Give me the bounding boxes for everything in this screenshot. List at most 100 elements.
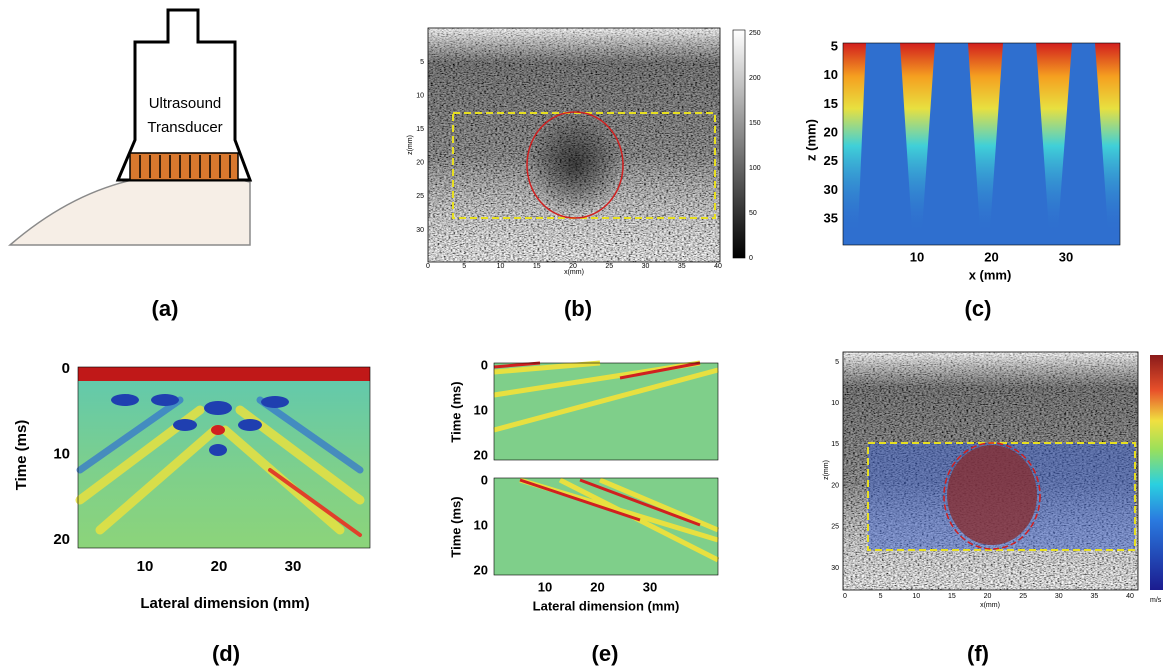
frame [493, 362, 719, 461]
y-tick-label: 0 [481, 472, 488, 487]
focus [211, 425, 225, 435]
y-tick-label: 20 [474, 447, 488, 462]
y-tick-label: 20 [831, 482, 839, 489]
colorbar-tick-label: 50 [749, 210, 757, 217]
y-tick-label: 20 [474, 562, 488, 577]
x-tick-label: 30 [1055, 593, 1063, 600]
caption: (e) [592, 641, 619, 666]
y-tick-label: 20 [53, 531, 70, 548]
x-tick-label: 10 [538, 579, 552, 594]
push-band [78, 367, 370, 381]
y-tick-label: 25 [831, 524, 839, 531]
x-label: x (mm) [969, 267, 1012, 282]
caption: (c) [965, 296, 992, 321]
x-tick-label: 20 [984, 593, 992, 600]
x-tick-label: 10 [137, 558, 154, 575]
panel-d: Lateral dimension (mm) Time (ms) (d) [13, 366, 371, 666]
stiff-region [947, 445, 1037, 545]
y-tick-label: 10 [474, 402, 488, 417]
frame [842, 351, 1139, 591]
y-label: Time (ms) [13, 420, 30, 491]
caption: (b) [564, 296, 592, 321]
blobs [111, 394, 289, 456]
x-tick-label: 35 [1090, 593, 1098, 600]
colorbar-tick-label: 250 [749, 30, 761, 37]
y-tick-label: 20 [416, 160, 424, 167]
y-tick-label: 0 [481, 357, 488, 372]
x-tick-label: 40 [1126, 593, 1134, 600]
y-tick-label: 30 [824, 182, 838, 197]
y-tick-label: 25 [416, 193, 424, 200]
y-tick-label: 15 [416, 126, 424, 133]
frame [77, 366, 371, 549]
y-tick-label: 0 [62, 360, 70, 377]
x-tick-label: 15 [948, 593, 956, 600]
y-label: z (mm) [803, 119, 818, 161]
roi [867, 442, 1136, 551]
y-tick-label: 10 [824, 67, 838, 82]
inclusion-outline [526, 111, 624, 219]
y-tick-label: 5 [831, 38, 838, 53]
frame [842, 42, 1121, 246]
x-tick-label: 10 [497, 263, 505, 270]
wavefronts [75, 396, 365, 537]
colorbar-tick-label: 200 [749, 75, 761, 82]
lesion [527, 113, 623, 217]
y-tick-label: 10 [53, 445, 70, 462]
caption: (f) [967, 641, 989, 666]
y-tick-label: 20 [824, 124, 838, 139]
panel-e: Lateral dimension (mm) Time (ms) Time (m… [448, 360, 720, 666]
y-label: z(mm) [823, 460, 830, 480]
y-tick-label: 15 [824, 96, 838, 111]
x-tick-label: 30 [1059, 249, 1073, 264]
caption: (a) [152, 296, 179, 321]
x-tick-label: 20 [569, 263, 577, 270]
x-label: Lateral dimension (mm) [140, 595, 309, 612]
x-tick-label: 20 [211, 558, 228, 575]
colorbar-tick-label: 150 [749, 120, 761, 127]
x-label: Lateral dimension (mm) [533, 598, 680, 613]
panel-c: x (mm) z (mm) (c) [803, 42, 1121, 321]
push-plumes [843, 43, 1120, 230]
y-tick-label: 30 [416, 227, 424, 234]
waves-bottom-red [519, 478, 701, 527]
y-tick-label: 10 [831, 400, 839, 407]
x-tick-label: 0 [426, 263, 430, 270]
x-tick-label: 25 [605, 263, 613, 270]
panel-b: x(mm) z(mm) (b) [407, 27, 746, 321]
y-tick-label: 35 [824, 210, 838, 225]
element-array [129, 152, 239, 181]
x-tick-label: 25 [1019, 593, 1027, 600]
x-tick-label: 15 [533, 263, 541, 270]
label: Transducer [147, 119, 222, 136]
x-tick-label: 20 [590, 579, 604, 594]
colorbar [1150, 355, 1163, 590]
y-tick-label: 30 [831, 565, 839, 572]
y-label: Time (ms) [448, 381, 463, 442]
y-tick-label: 25 [824, 153, 838, 168]
roi [452, 112, 716, 219]
y-tick-label: 10 [416, 92, 424, 99]
colorbar-unit: m/s [1150, 597, 1162, 604]
x-tick-label: 10 [912, 593, 920, 600]
x-tick-label: 5 [462, 263, 466, 270]
skin [7, 173, 251, 246]
colorbar-tick-label: 0 [749, 255, 753, 262]
waves-top-red [493, 361, 701, 380]
x-label: x(mm) [564, 269, 584, 276]
elements [139, 155, 231, 178]
x-tick-label: 20 [984, 249, 998, 264]
x-tick-label: 30 [642, 263, 650, 270]
frame [493, 477, 719, 576]
x-tick-label: 40 [714, 263, 722, 270]
x-tick-label: 10 [910, 249, 924, 264]
y-tick-label: 15 [831, 441, 839, 448]
caption: (d) [212, 641, 240, 666]
x-tick-label: 30 [643, 579, 657, 594]
image-bottom [494, 478, 718, 575]
transducer-body [115, 8, 253, 182]
y-tick-label: 5 [420, 59, 424, 66]
panel-a: Ultrasound Transducer (a) [7, 8, 253, 321]
colorbar [732, 29, 746, 259]
